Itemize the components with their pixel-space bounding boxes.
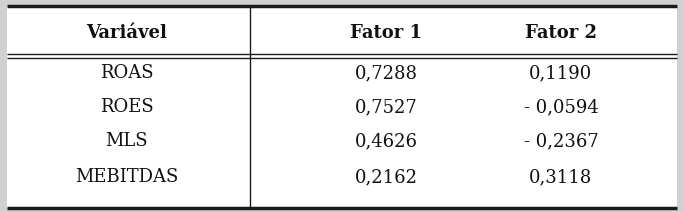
- Text: 0,2162: 0,2162: [355, 168, 418, 186]
- Text: 0,1190: 0,1190: [529, 64, 592, 82]
- Text: 0,3118: 0,3118: [529, 168, 592, 186]
- Text: ROAS: ROAS: [100, 64, 153, 82]
- Text: ROES: ROES: [100, 98, 153, 116]
- Text: MEBITDAS: MEBITDAS: [75, 168, 179, 186]
- Text: - 0,0594: - 0,0594: [523, 98, 598, 116]
- Text: MLS: MLS: [105, 132, 148, 150]
- Text: - 0,2367: - 0,2367: [523, 132, 598, 150]
- Text: Variável: Variável: [86, 24, 167, 42]
- Text: 0,7288: 0,7288: [355, 64, 418, 82]
- Text: 0,7527: 0,7527: [355, 98, 418, 116]
- FancyBboxPatch shape: [7, 6, 677, 208]
- Text: Fator 1: Fator 1: [350, 24, 423, 42]
- Text: 0,4626: 0,4626: [355, 132, 418, 150]
- Text: Fator 2: Fator 2: [525, 24, 597, 42]
